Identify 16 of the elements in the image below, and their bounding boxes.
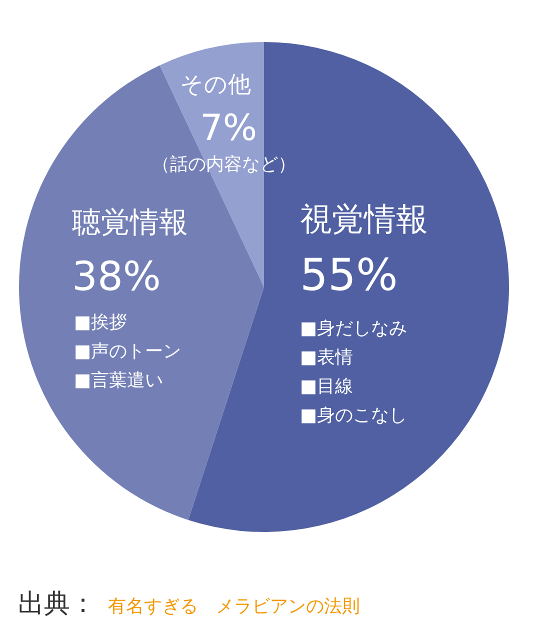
slice-label: 聴覚情報 [72,205,188,239]
text: ■身だしなみ [300,318,408,339]
text: ■身のこなし [300,405,408,426]
data-label: 38% [72,254,161,300]
text: ■言葉遣い [74,370,164,391]
text: ■目線 [300,376,354,397]
slice-label: その他 [180,72,251,98]
source-note: 出典： [18,589,96,619]
text: 有名すぎる メラビアンの法則 [108,596,360,617]
text: ■表情 [300,347,354,368]
slice-label: 視覚情報 [300,200,428,238]
text: （話の内容など） [152,154,296,175]
data-label: 55% [300,250,398,301]
text: ■声のトーン [74,341,182,362]
data-label: 7% [200,108,258,149]
text: ■挨拶 [74,312,128,333]
